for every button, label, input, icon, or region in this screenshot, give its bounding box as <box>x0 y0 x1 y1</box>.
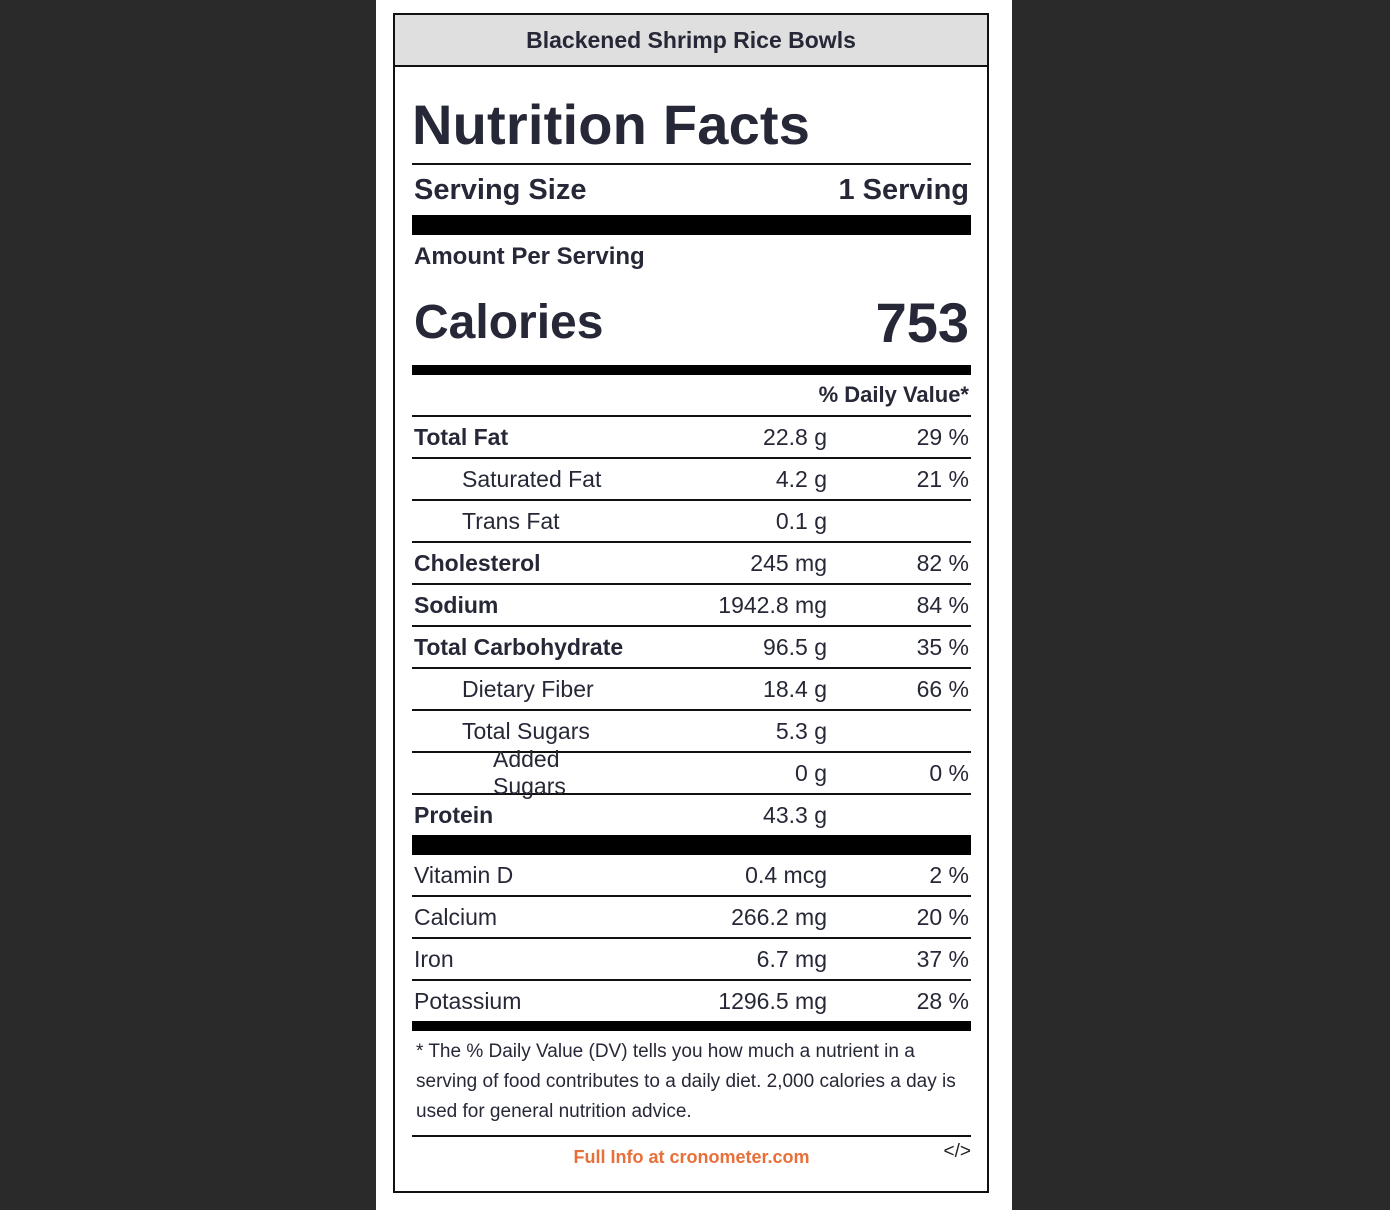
label-body: Nutrition Facts Serving Size 1 Serving A… <box>412 67 971 1191</box>
nutrient-amount: 5.3 g <box>775 717 827 744</box>
nutrient-dv: 82 % <box>916 549 969 576</box>
thick-divider <box>412 215 971 235</box>
nutrient-row: Sodium 1942.8 mg 84 % <box>412 585 971 627</box>
micronutrient-table: Vitamin D 0.4 mcg 2 % Calcium 266.2 mg 2… <box>412 855 971 1021</box>
nutrient-name: Dietary Fiber <box>462 675 594 702</box>
nutrient-amount: 1296.5 mg <box>718 987 827 1014</box>
nutrient-row: Total Sugars 5.3 g <box>412 711 971 753</box>
nutrient-name: Cholesterol <box>414 549 541 576</box>
nutrient-amount: 22.8 g <box>763 423 827 450</box>
serving-size-label: Serving Size <box>414 173 587 206</box>
nutrient-dv: 29 % <box>916 423 969 450</box>
nutrient-dv: 20 % <box>916 903 969 930</box>
nutrient-row: Total Carbohydrate 96.5 g 35 % <box>412 627 971 669</box>
nutrient-dv: 21 % <box>916 465 969 492</box>
micronutrient-row: Vitamin D 0.4 mcg 2 % <box>412 855 971 897</box>
nutrient-name: Potassium <box>414 987 522 1014</box>
micronutrient-row: Iron 6.7 mg 37 % <box>412 939 971 981</box>
nutrient-dv: 37 % <box>916 945 969 972</box>
nutrient-dv: 35 % <box>916 633 969 660</box>
medium-divider <box>412 365 971 375</box>
daily-value-header: % Daily Value* <box>412 375 971 417</box>
recipe-title: Blackened Shrimp Rice Bowls <box>395 15 987 67</box>
nutrient-dv: 28 % <box>916 987 969 1014</box>
nutrient-name: Total Fat <box>414 423 509 450</box>
nutrient-name: Trans Fat <box>462 507 560 534</box>
nutrient-name: Total Sugars <box>462 717 590 744</box>
label-title: Nutrition Facts <box>412 95 971 165</box>
nutrient-name: Iron <box>414 945 454 972</box>
nutrient-name: Calcium <box>414 903 498 930</box>
calories-label: Calories <box>414 295 604 349</box>
nutrient-row: Total Fat 22.8 g 29 % <box>412 417 971 459</box>
calories-value: 753 <box>875 290 969 354</box>
nutrient-name: Total Carbohydrate <box>414 633 624 660</box>
nutrition-label: Blackened Shrimp Rice Bowls Nutrition Fa… <box>393 13 989 1193</box>
nutrient-dv: 84 % <box>916 591 969 618</box>
nutrient-dv: 66 % <box>916 675 969 702</box>
nutrient-name: Protein <box>414 801 494 828</box>
nutrient-amount: 266.2 mg <box>731 903 827 930</box>
embed-code-icon[interactable]: </> <box>943 1141 971 1162</box>
nutrient-amount: 1942.8 mg <box>718 591 827 618</box>
serving-size-row: Serving Size 1 Serving <box>412 165 971 215</box>
nutrient-dv: 0 % <box>929 759 969 786</box>
nutrient-dv: 2 % <box>929 861 969 888</box>
nutrient-amount: 245 mg <box>750 549 827 576</box>
nutrient-amount: 0.4 mcg <box>745 861 827 888</box>
thick-divider <box>412 835 971 855</box>
nutrient-name: Vitamin D <box>414 861 514 888</box>
nutrient-row: Dietary Fiber 18.4 g 66 % <box>412 669 971 711</box>
micronutrient-row: Calcium 266.2 mg 20 % <box>412 897 971 939</box>
nutrient-row: Trans Fat 0.1 g <box>412 501 971 543</box>
nutrient-name: Added Sugars <box>493 746 566 799</box>
nutrient-row: Protein 43.3 g <box>412 795 971 835</box>
medium-divider <box>412 1021 971 1031</box>
amount-per-serving: Amount Per Serving <box>414 243 645 270</box>
nutrient-row: Cholesterol 245 mg 82 % <box>412 543 971 585</box>
nutrient-amount: 0 g <box>795 759 827 786</box>
nutrient-amount: 6.7 mg <box>756 945 827 972</box>
nutrient-name: Saturated Fat <box>462 465 602 492</box>
cronometer-link[interactable]: Full Info at cronometer.com <box>573 1146 810 1167</box>
nutrient-amount: 43.3 g <box>763 801 827 828</box>
nutrient-row: Saturated Fat 4.2 g 21 % <box>412 459 971 501</box>
nutrient-amount: 4.2 g <box>775 465 827 492</box>
label-footer: Full Info at cronometer.com </> <box>412 1137 971 1177</box>
nutrient-table: Total Fat 22.8 g 29 % Saturated Fat 4.2 … <box>412 417 971 835</box>
micronutrient-row: Potassium 1296.5 mg 28 % <box>412 981 971 1021</box>
nutrient-amount: 18.4 g <box>763 675 827 702</box>
calories-row: Calories 753 <box>412 279 971 365</box>
serving-size-value: 1 Serving <box>838 173 969 206</box>
nutrient-name: Sodium <box>414 591 499 618</box>
daily-value-footnote: * The % Daily Value (DV) tells you how m… <box>412 1031 971 1137</box>
nutrient-row: Added Sugars 0 g 0 % <box>412 746 971 799</box>
nutrient-amount: 96.5 g <box>763 633 827 660</box>
nutrient-amount: 0.1 g <box>775 507 827 534</box>
